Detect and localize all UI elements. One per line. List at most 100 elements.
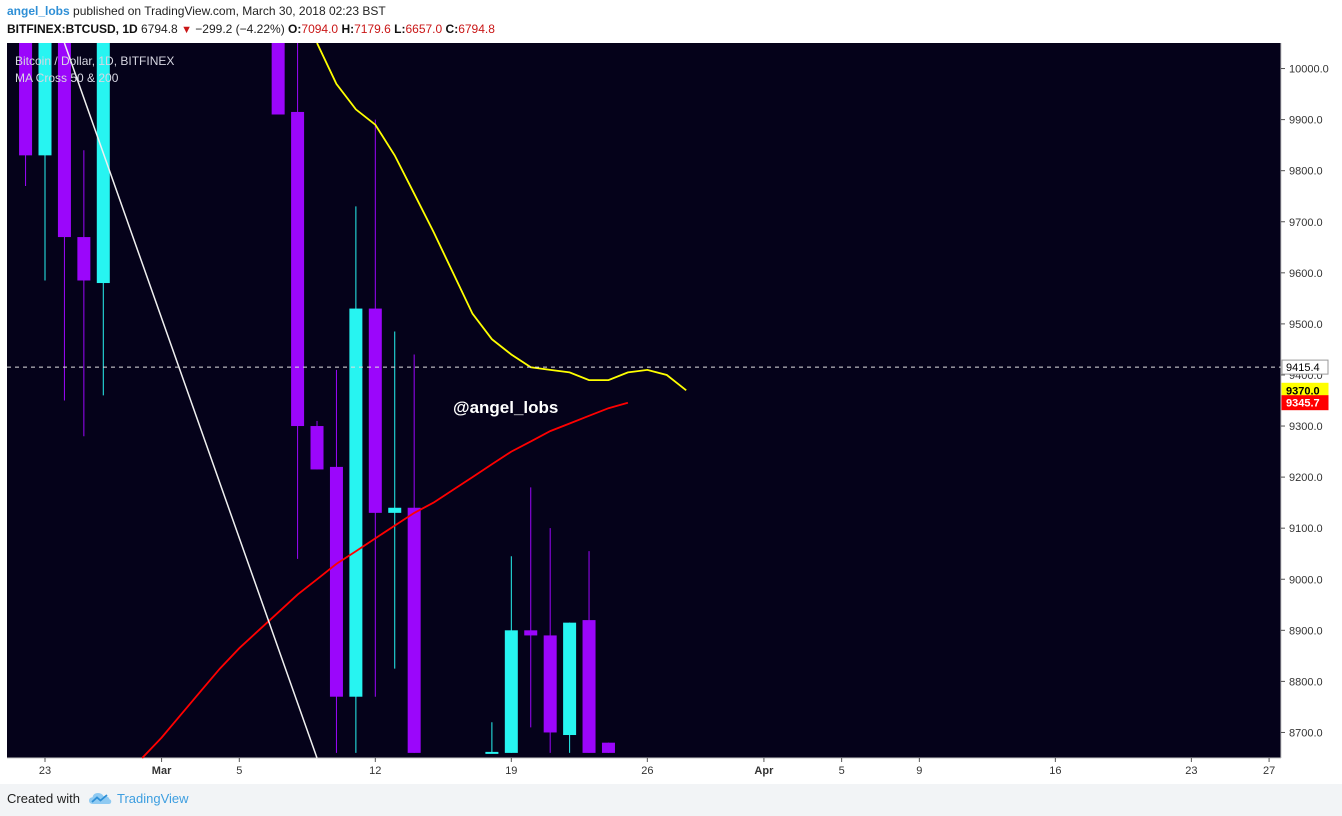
open-label: O: [288, 22, 302, 36]
open-value: 7094.0 [301, 22, 339, 36]
time-tick-label: 12 [369, 765, 381, 777]
candle-body [77, 237, 91, 281]
legend-indicator: MA Cross 50 & 200 [15, 71, 119, 85]
candle-body [407, 507, 421, 753]
ohlc-line: BITFINEX:BTCUSD, 1D 6794.8 ▼ −299.2 (−4.… [7, 22, 495, 36]
candle-19 [601, 742, 615, 753]
symbol-label: BITFINEX:BTCUSD, 1D [7, 22, 138, 36]
time-tick-label: 5 [236, 765, 242, 777]
candle-9 [349, 206, 363, 753]
price-tick-label: 9000.0 [1289, 574, 1323, 586]
candle-13 [485, 722, 499, 754]
price-label-box [1281, 359, 1329, 375]
time-axis[interactable] [7, 758, 1335, 780]
candle-body [543, 635, 557, 733]
price-ticks: 8700.0 8800.0 8900.0 9000.0 9100.0 9200.0 9300… [1281, 64, 1329, 739]
price-tick-label: 9800.0 [1289, 166, 1323, 178]
time-tick-label: 9 [916, 765, 922, 777]
candle-body [349, 308, 363, 697]
price-tick-label: 10000.0 [1289, 64, 1329, 76]
time-tick-label: 19 [505, 765, 517, 777]
legend-title: Bitcoin / Dollar, 1D, BITFINEX [15, 54, 174, 68]
price-label-text: 9370.0 [1286, 385, 1320, 397]
price-tick-label: 9600.0 [1289, 268, 1323, 280]
time-ticks: 23 Mar 5 12 19 26 Apr 5 9 16 23 27 [39, 758, 1275, 777]
price-label-text: 9415.4 [1286, 362, 1320, 374]
price-tick-label: 9700.0 [1289, 217, 1323, 229]
candles [19, 43, 615, 754]
candle-16 [543, 528, 557, 753]
price-tick-label: 8700.0 [1289, 727, 1323, 739]
price-tick-label: 9900.0 [1289, 115, 1323, 127]
price-tick-label: 9300.0 [1289, 421, 1323, 433]
ma-50-line [316, 42, 687, 392]
price-tick-label: 9500.0 [1289, 319, 1323, 331]
candle-body [271, 43, 285, 115]
watermark-text: @angel_lobs [453, 398, 558, 417]
price-tick-label: 9100.0 [1289, 523, 1323, 535]
candle-3 [77, 150, 91, 437]
candle-2 [57, 43, 71, 401]
chart-area[interactable]: @angel_lobs Bitcoin / Dollar, 1D, BITFIN… [7, 42, 1335, 780]
plot-background [7, 43, 1281, 758]
publish-line: angel_lobs published on TradingView.com,… [7, 4, 386, 18]
candle-11 [388, 331, 402, 669]
candle-10 [368, 119, 382, 697]
candle-body [38, 43, 52, 156]
down-arrow-icon: ▼ [181, 24, 192, 36]
candle-body [582, 620, 596, 753]
last-price: 6794.8 [141, 22, 178, 36]
candle-8 [329, 369, 343, 753]
candle-body [601, 742, 615, 753]
time-tick-label: 23 [1185, 765, 1197, 777]
price-label-9415.4: 9415.4 [1281, 359, 1329, 375]
candle-0 [19, 43, 33, 186]
candle-body [291, 111, 305, 427]
candle-18 [582, 551, 596, 753]
candle-body [57, 43, 71, 238]
candle-body [96, 43, 110, 284]
candle-body [504, 630, 518, 753]
candle-7 [310, 420, 324, 470]
time-tick-label: 23 [39, 765, 51, 777]
close-value: 6794.8 [458, 22, 495, 36]
candle-17 [563, 622, 577, 753]
indicator-lines [63, 42, 687, 759]
price-tick-label: 9200.0 [1289, 472, 1323, 484]
price-label-9370.0: 9370.0 [1281, 382, 1329, 398]
low-label: L: [394, 22, 406, 36]
candle-1 [38, 43, 52, 281]
ma-200-line [141, 401, 629, 759]
candle-body [310, 426, 324, 470]
high-label: H: [341, 22, 355, 36]
candlestick-chart[interactable]: @angel_lobs Bitcoin / Dollar, 1D, BITFIN… [7, 42, 1335, 780]
price-label-9345.7: 9345.7 [1281, 395, 1329, 411]
price-change: −299.2 (−4.22%) [195, 22, 285, 36]
candle-body [368, 308, 382, 513]
candle-12 [407, 354, 421, 753]
price-tick-label: 8800.0 [1289, 676, 1323, 688]
candle-body [388, 507, 402, 513]
time-tick-label: 5 [839, 765, 845, 777]
trendline-line [63, 42, 318, 759]
time-tick-label: 27 [1263, 765, 1275, 777]
price-label-box [1281, 395, 1329, 411]
price-label-text: 9345.7 [1286, 398, 1320, 410]
created-with-text: Created with [7, 791, 80, 806]
candle-6 [291, 43, 305, 559]
tradingview-cloud-icon[interactable] [88, 790, 112, 806]
time-tick-label: 26 [641, 765, 653, 777]
time-tick-label: Apr [754, 765, 774, 777]
candle-5 [271, 43, 285, 115]
footer-bar [0, 784, 1342, 816]
time-tick-label: Mar [152, 765, 172, 777]
author-link[interactable]: angel_lobs [7, 4, 70, 18]
price-tick-label: 8900.0 [1289, 625, 1323, 637]
close-label: C: [445, 22, 459, 36]
candle-body [524, 630, 538, 636]
candle-body [485, 751, 499, 754]
candle-14 [504, 556, 518, 753]
tradingview-link[interactable]: TradingView [117, 791, 189, 806]
time-tick-label: 16 [1049, 765, 1061, 777]
